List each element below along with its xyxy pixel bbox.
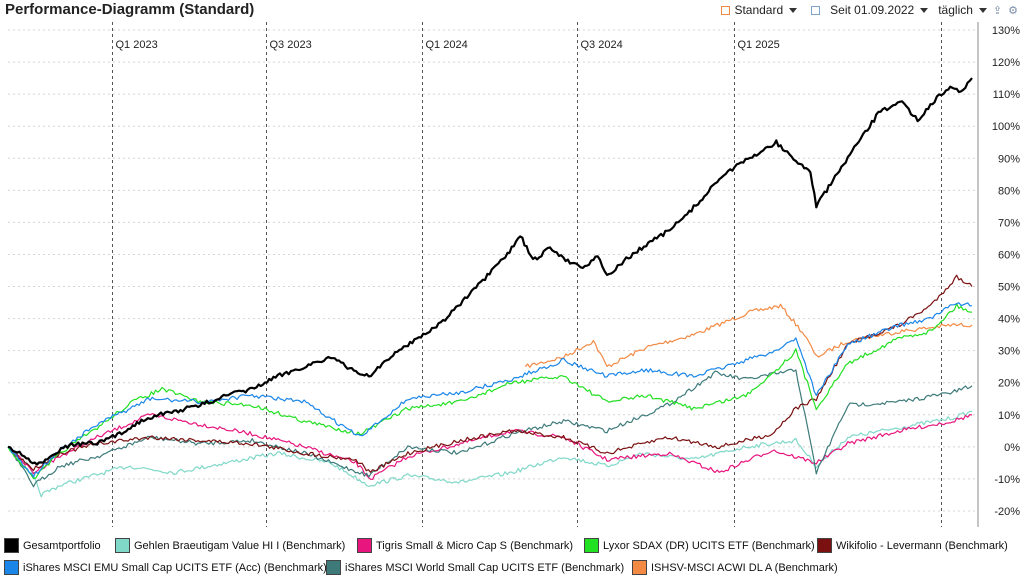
legend-item[interactable]: ISHSV-MSCI ACWI DL A (Benchmark) [632,560,838,575]
x-marker-label: Q3 2023 [270,39,312,51]
y-tick-label: 60% [998,249,1020,261]
legend-item[interactable]: Lyxor SDAX (DR) UCITS ETF (Benchmark) [584,538,815,553]
legend-item[interactable]: Tigris Small & Micro Cap S (Benchmark) [357,538,573,553]
chart-controls: Standard Seit 01.09.2022 täglich ⇪ ⚙ [721,3,1018,17]
y-tick-label: 0% [1004,442,1020,454]
legend-swatch [115,538,130,553]
y-tick-label: 110% [993,89,1021,101]
series-lines [7,77,973,498]
series-line[interactable] [7,77,973,466]
legend-item[interactable]: iShares MSCI World Small Cap UCITS ETF (… [326,560,624,575]
legend-row: iShares MSCI EMU Small Cap UCITS ETF (Ac… [4,560,1020,582]
legend-label: iShares MSCI EMU Small Cap UCITS ETF (Ac… [23,561,327,574]
x-marker-label: Q3 2024 [581,39,623,51]
legend-label: Tigris Small & Micro Cap S (Benchmark) [376,539,574,552]
legend-item[interactable]: iShares MSCI EMU Small Cap UCITS ETF (Ac… [4,560,327,575]
gear-icon[interactable]: ⚙ [1008,4,1018,17]
upload-icon[interactable]: ⇪ [992,4,1003,17]
y-tick-label: 90% [998,153,1020,165]
y-tick-label: -20% [994,506,1020,518]
quarter-markers: Q1 2023 Q3 2023 Q1 2024 Q3 2024 Q1 2025 [112,22,942,527]
legend-label: iShares MSCI World Small Cap UCITS ETF (… [345,561,625,574]
view-selector-label: Standard [734,3,784,17]
x-marker-label: Q1 2024 [426,39,468,51]
legend-label: Gesamtportfolio [23,539,101,552]
legend-label: Wikifolio - Levermann (Benchmark) [836,539,1008,552]
period-selector[interactable]: Seit 01.09.2022 [811,3,929,17]
legend-label: Gehlen Braeutigam Value HI I (Benchmark) [134,539,346,552]
view-selector[interactable]: Standard [721,3,798,17]
x-marker-label: Q1 2025 [738,39,780,51]
series-line[interactable] [7,302,972,478]
y-tick-label: 100% [992,121,1020,133]
legend-label: Lyxor SDAX (DR) UCITS ETF (Benchmark) [603,539,815,552]
square-icon [721,5,731,15]
legend-swatch [357,538,372,553]
y-tick-label: 50% [998,282,1020,294]
legend-swatch [4,560,19,575]
legend-swatch [584,538,599,553]
legend-swatch [4,538,19,553]
y-axis: -20% -10% 0% 10% 20% 30% 40% 50% 60% 70% 80% 90% 100… [977,22,1021,527]
x-marker-label: Q1 2023 [116,39,158,51]
y-tick-label: -10% [994,474,1020,486]
series-line[interactable] [7,303,973,480]
legend-item[interactable]: Wikifolio - Levermann (Benchmark) [817,538,1008,553]
legend-item[interactable]: Gehlen Braeutigam Value HI I (Benchmark) [115,538,345,553]
series-line[interactable] [7,274,973,473]
series-line[interactable] [524,303,973,368]
y-tick-label: 80% [998,185,1020,197]
y-tick-label: 20% [998,378,1020,390]
interval-selector[interactable]: täglich [938,3,987,17]
performance-chart: Q1 2023 Q3 2023 Q1 2024 Q3 2024 Q1 2025 -20%… [7,22,1021,527]
period-selector-label: Seit 01.09.2022 [830,3,915,17]
chevron-down-icon[interactable] [920,7,929,13]
legend-item[interactable]: Gesamtportfolio [4,538,101,553]
legend-swatch [817,538,832,553]
calendar-icon[interactable] [811,5,821,15]
chart-header: Performance-Diagramm (Standard) Standard… [0,0,1024,22]
interval-selector-label: täglich [938,3,973,17]
chart-legend: Gesamtportfolio Gehlen Braeutigam Value … [4,538,1020,582]
legend-label: ISHSV-MSCI ACWI DL A (Benchmark) [651,561,838,574]
series-line[interactable] [7,410,973,498]
legend-row: Gesamtportfolio Gehlen Braeutigam Value … [4,538,1020,560]
y-tick-label: 30% [998,346,1020,358]
chevron-down-icon[interactable] [789,7,798,13]
y-tick-label: 120% [992,57,1020,69]
y-tick-label: 10% [998,410,1020,422]
legend-swatch [326,560,341,575]
page-title: Performance-Diagramm (Standard) [5,1,255,18]
y-tick-label: 130% [992,25,1020,37]
chart-grid [8,29,978,512]
legend-swatch [632,560,647,575]
chevron-down-icon[interactable] [978,7,987,13]
y-tick-label: 70% [998,217,1020,229]
y-tick-label: 40% [998,314,1020,326]
